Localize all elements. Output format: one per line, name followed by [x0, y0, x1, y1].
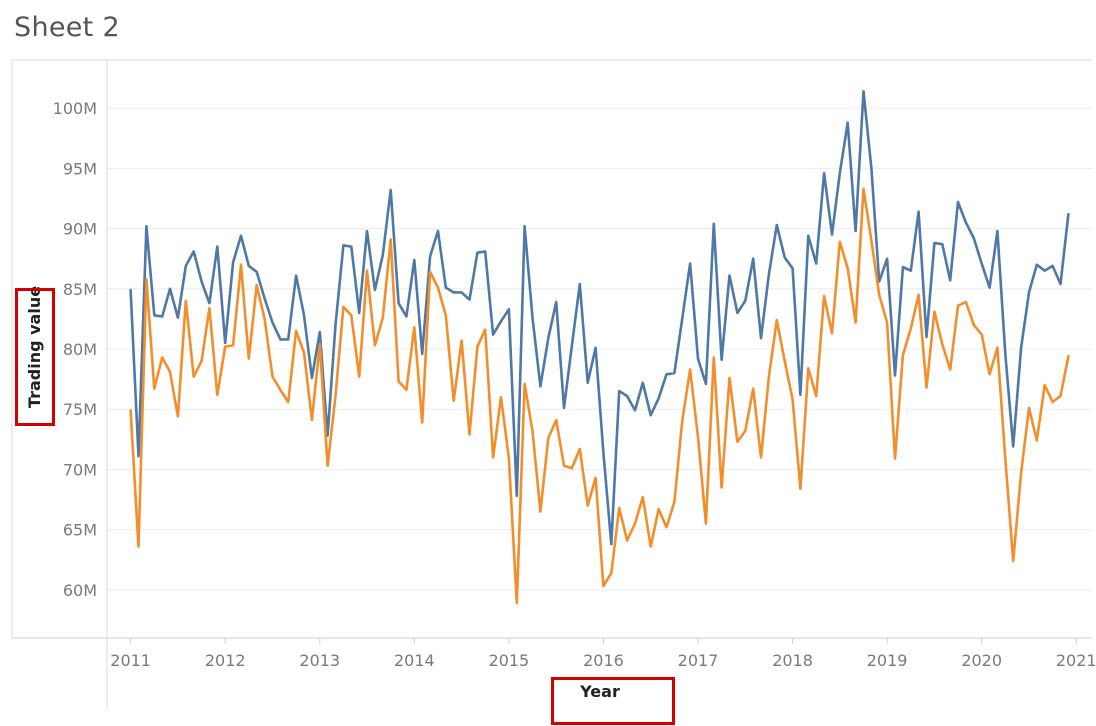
series-lines	[129, 90, 1070, 605]
x-tick-label: 2016	[583, 651, 624, 670]
y-tick-label: 65M	[63, 521, 97, 540]
y-tick-label: 80M	[63, 340, 97, 359]
x-tick-label: 2015	[489, 651, 530, 670]
series-line-1	[129, 90, 1070, 546]
x-tick-label: 2017	[678, 651, 719, 670]
y-tick-label: 100M	[53, 99, 97, 118]
x-tick-label: 2014	[394, 651, 435, 670]
series-line-2	[129, 187, 1070, 605]
y-axis-title-highlight	[15, 288, 55, 426]
chart-frame	[11, 59, 1092, 710]
y-tick-label: 70M	[63, 460, 97, 479]
y-axis-ticks: 60M 65M 70M 75M 80M 85M 90M 95M 100M	[53, 99, 97, 600]
x-tick-label: 2011	[110, 651, 151, 670]
x-axis-title: Year	[579, 682, 620, 701]
y-tick-label: 75M	[63, 400, 97, 419]
y-tick-label: 60M	[63, 581, 97, 600]
x-tick-label: 2013	[299, 651, 340, 670]
x-tick-label: 2018	[772, 651, 813, 670]
x-axis-title-highlight	[551, 677, 675, 725]
x-tick-label: 2019	[867, 651, 908, 670]
y-tick-label: 85M	[63, 280, 97, 299]
sheet-title: Sheet 2	[14, 12, 120, 43]
y-axis-title: Trading value	[25, 286, 44, 408]
x-tick-label: 2021	[1056, 651, 1096, 670]
y-tick-label: 95M	[63, 159, 97, 178]
y-tick-label: 90M	[63, 220, 97, 239]
x-tick-label: 2012	[205, 651, 246, 670]
x-axis-ticks: 2011 2012 2013 2014 2015 2016 2017 2018 2019 2020…	[110, 638, 1096, 670]
x-tick-label: 2020	[961, 651, 1002, 670]
